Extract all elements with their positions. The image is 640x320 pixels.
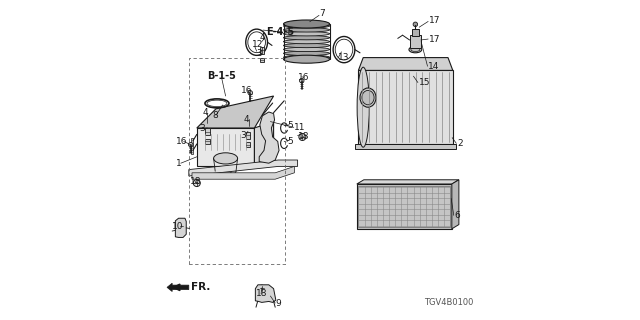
Ellipse shape	[220, 168, 232, 174]
Bar	[246, 132, 250, 139]
Circle shape	[300, 78, 304, 83]
Text: 8: 8	[212, 111, 218, 120]
Ellipse shape	[284, 39, 330, 44]
Ellipse shape	[357, 67, 369, 147]
Ellipse shape	[284, 55, 330, 63]
Ellipse shape	[284, 36, 330, 40]
Text: E-4-5: E-4-5	[266, 27, 294, 37]
Text: 16: 16	[176, 137, 188, 146]
Ellipse shape	[214, 153, 237, 164]
Ellipse shape	[284, 44, 330, 48]
Ellipse shape	[362, 91, 374, 105]
Text: 9: 9	[276, 300, 282, 308]
Circle shape	[248, 91, 253, 95]
Text: 13: 13	[338, 53, 349, 62]
Text: 18: 18	[256, 289, 268, 298]
Polygon shape	[254, 122, 274, 166]
Text: 5: 5	[287, 121, 292, 130]
Text: 4: 4	[244, 115, 250, 124]
Text: 18: 18	[190, 177, 202, 186]
Text: 7: 7	[319, 9, 325, 18]
Bar	[260, 47, 264, 54]
Text: 18: 18	[298, 132, 309, 141]
Text: FR.: FR.	[191, 282, 210, 292]
Bar	[260, 58, 264, 62]
Text: 16: 16	[241, 86, 252, 95]
Text: 3: 3	[199, 124, 205, 133]
Bar	[246, 142, 250, 147]
Ellipse shape	[248, 32, 266, 52]
Text: 16: 16	[298, 73, 309, 82]
Text: 1: 1	[176, 159, 182, 168]
Ellipse shape	[284, 55, 330, 60]
Ellipse shape	[284, 20, 330, 28]
Text: 5: 5	[287, 137, 292, 146]
Bar	[358, 186, 451, 227]
Polygon shape	[452, 180, 459, 229]
Polygon shape	[191, 138, 193, 154]
Text: 14: 14	[428, 62, 440, 71]
Ellipse shape	[409, 46, 422, 53]
Polygon shape	[355, 144, 456, 149]
Polygon shape	[167, 283, 189, 292]
Ellipse shape	[284, 47, 330, 52]
Ellipse shape	[360, 88, 376, 107]
Text: 2: 2	[457, 140, 463, 148]
Polygon shape	[197, 96, 274, 128]
Circle shape	[413, 22, 418, 27]
Text: 17: 17	[429, 35, 440, 44]
Text: TGV4B0100: TGV4B0100	[424, 298, 473, 307]
Text: 3: 3	[241, 131, 246, 140]
Text: 11: 11	[294, 124, 305, 132]
Text: 15: 15	[419, 78, 430, 87]
Polygon shape	[410, 35, 421, 48]
Ellipse shape	[335, 39, 353, 60]
Circle shape	[299, 133, 306, 140]
Polygon shape	[192, 166, 294, 179]
Ellipse shape	[284, 24, 330, 28]
Polygon shape	[358, 58, 453, 70]
Polygon shape	[358, 70, 453, 144]
Circle shape	[188, 142, 193, 147]
Polygon shape	[189, 160, 298, 176]
Text: 3: 3	[257, 49, 262, 58]
Circle shape	[193, 180, 200, 187]
Ellipse shape	[284, 32, 330, 36]
Ellipse shape	[215, 166, 236, 176]
Polygon shape	[255, 285, 276, 302]
Polygon shape	[357, 184, 452, 229]
Text: 17: 17	[429, 16, 440, 25]
Polygon shape	[197, 128, 254, 166]
Text: B-1-5: B-1-5	[207, 71, 236, 81]
Bar	[205, 128, 210, 135]
Text: 12: 12	[252, 40, 263, 49]
FancyArrowPatch shape	[174, 284, 186, 290]
Text: 4: 4	[260, 33, 266, 42]
Polygon shape	[259, 112, 279, 163]
Polygon shape	[357, 180, 459, 184]
Ellipse shape	[284, 51, 330, 55]
Bar	[205, 139, 210, 144]
Circle shape	[259, 285, 265, 291]
Text: 4: 4	[202, 108, 208, 117]
Text: 6: 6	[454, 212, 460, 220]
Text: 10: 10	[172, 222, 184, 231]
Polygon shape	[175, 218, 186, 237]
Ellipse shape	[411, 48, 420, 52]
Ellipse shape	[284, 28, 330, 32]
Polygon shape	[412, 29, 419, 36]
